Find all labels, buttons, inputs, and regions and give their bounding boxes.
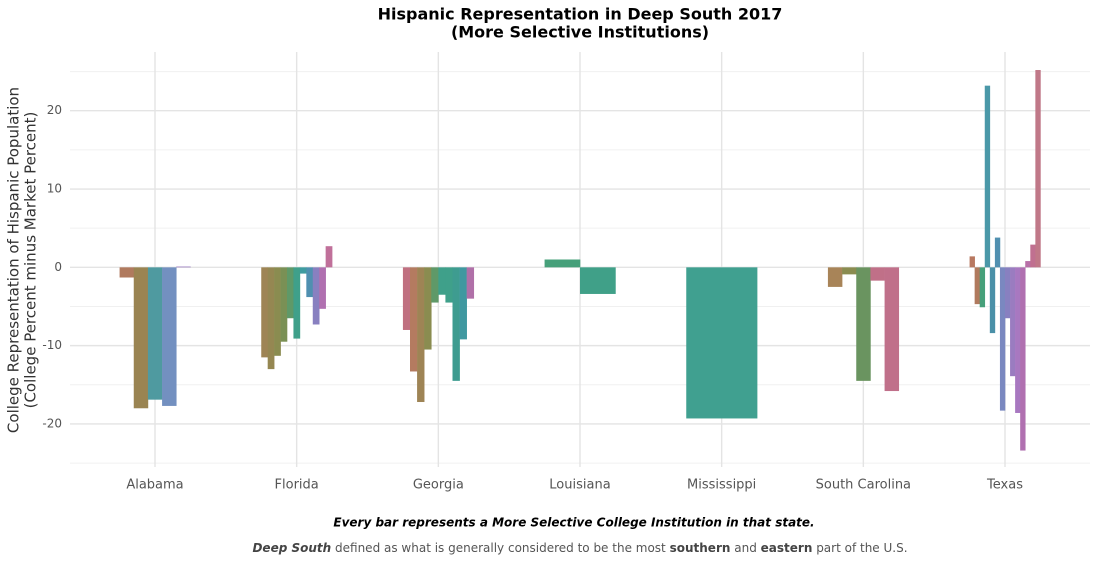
bar: [989, 267, 996, 334]
bar: [319, 267, 326, 309]
bar: [969, 256, 975, 268]
bar: [1030, 244, 1036, 268]
bar: [261, 267, 268, 358]
chart-title: (More Selective Institutions): [451, 23, 709, 42]
bar: [299, 267, 307, 274]
x-tick-label: Louisiana: [549, 478, 610, 493]
bar: [438, 267, 446, 295]
bar: [1020, 267, 1026, 451]
bar: [417, 267, 425, 403]
bar: [452, 267, 460, 381]
bar: [1010, 267, 1016, 377]
bar: [884, 267, 900, 392]
y-tick-label: -10: [42, 338, 62, 352]
x-tick-label: Georgia: [413, 478, 464, 493]
y-axis-label: (College Percent minus Market Percent): [22, 112, 40, 409]
y-axis-label: College Representation of Hispanic Popul…: [5, 87, 23, 433]
bar: [293, 267, 301, 339]
bar: [306, 267, 314, 298]
x-tick-label: Alabama: [126, 478, 183, 493]
bar: [410, 267, 418, 372]
bar: [686, 267, 758, 419]
bar: [1015, 267, 1021, 413]
bar: [325, 246, 333, 268]
bar: [119, 267, 135, 278]
bar: [1005, 267, 1011, 319]
y-tick-label: 10: [47, 182, 62, 196]
bar: [870, 267, 885, 281]
x-tick-label: Texas: [986, 478, 1023, 493]
bar: [466, 267, 475, 299]
bar: [162, 267, 177, 406]
y-tick-label: -20: [42, 416, 62, 430]
y-tick-label: 20: [47, 103, 62, 117]
bar: [147, 267, 163, 400]
bar: [979, 267, 986, 308]
bar: [1035, 70, 1041, 268]
bar: [445, 267, 453, 303]
bar: [176, 266, 191, 268]
bar: [974, 267, 981, 305]
bar: [994, 237, 1001, 268]
note: Deep South defined as what is generally …: [252, 541, 907, 555]
bar: [267, 267, 275, 370]
bar: [274, 267, 281, 356]
note-segment: and: [734, 541, 757, 555]
bar: [827, 267, 843, 287]
bar: [402, 267, 411, 330]
x-tick-label: Florida: [275, 478, 319, 493]
note-segment: part of the U.S.: [816, 541, 907, 555]
bar: [312, 267, 320, 325]
caption: Every bar represents a More Selective Co…: [333, 516, 814, 530]
bar: [580, 267, 616, 294]
bar: [842, 267, 857, 275]
grid: [70, 52, 1090, 467]
bar: [280, 267, 288, 342]
chart-title: Hispanic Representation in Deep South 20…: [378, 5, 783, 24]
bar: [856, 267, 871, 381]
bar: [1025, 261, 1031, 268]
y-tick-label: 0: [54, 260, 62, 274]
bar: [424, 267, 432, 350]
bar: [544, 259, 581, 268]
bar: [431, 267, 439, 303]
note-segment: southern: [670, 541, 731, 555]
note-segment: eastern: [761, 541, 813, 555]
bar: [999, 267, 1006, 411]
bar: [133, 267, 149, 409]
bar: [287, 267, 294, 319]
bar: [984, 85, 991, 268]
note-segment: Deep South: [252, 541, 331, 555]
bar: [459, 267, 467, 340]
x-tick-label: Mississippi: [687, 478, 756, 493]
note-segment: defined as what is generally considered …: [335, 541, 666, 555]
x-tick-label: South Carolina: [816, 478, 911, 493]
